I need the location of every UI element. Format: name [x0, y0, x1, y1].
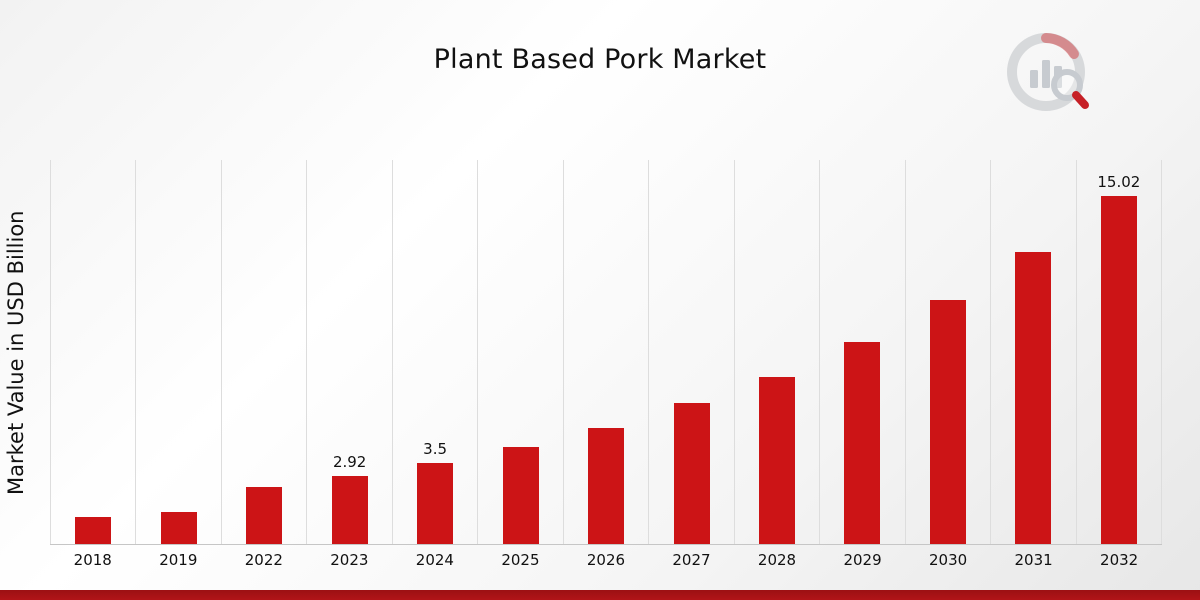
gridline-column: 3.5 — [391, 160, 477, 544]
bar-2031 — [1015, 252, 1052, 544]
gridline-column — [477, 160, 562, 544]
gridline-column: 15.02 — [1075, 160, 1163, 544]
bar-2025 — [502, 447, 539, 544]
x-tick-label-2023: 2023 — [330, 551, 369, 569]
x-tick-label-2029: 2029 — [843, 551, 882, 569]
gridline-column — [562, 160, 648, 544]
gridline-column: 2.92 — [306, 160, 391, 544]
gridline-column — [904, 160, 990, 544]
bar-2029 — [844, 342, 881, 544]
x-tick-label-2027: 2027 — [672, 551, 711, 569]
x-axis-labels: 2018 2019 2022 2023 2024 2025 2026 2027 2028 2029… — [50, 551, 1162, 569]
bar-2026 — [588, 428, 625, 544]
x-tick-label-2018: 2018 — [73, 551, 112, 569]
x-tick-label-2031: 2031 — [1014, 551, 1053, 569]
gridline-column — [819, 160, 904, 544]
x-tick-label-2019: 2019 — [159, 551, 198, 569]
plot-area: 2.92 3.5 15.02 — [50, 160, 1163, 545]
y-axis-label: Market Value in USD Billion — [4, 210, 28, 495]
bar-2019 — [160, 512, 197, 544]
bottom-accent-bar — [0, 590, 1200, 600]
gridline-column — [733, 160, 819, 544]
x-tick-label-2028: 2028 — [757, 551, 797, 569]
bar-2028 — [758, 377, 795, 544]
bar-value-label-2024: 3.5 — [423, 440, 448, 458]
chart-title: Plant Based Pork Market — [433, 44, 767, 75]
bar-2032 — [1100, 196, 1137, 544]
gridline-column — [990, 160, 1075, 544]
bar-2023 — [331, 476, 368, 544]
bar-value-label-2023: 2.92 — [332, 453, 367, 471]
gridline-column — [648, 160, 733, 544]
gridline-column — [220, 160, 306, 544]
bar-2027 — [673, 403, 710, 544]
bar-value-label-2032: 15.02 — [1097, 173, 1141, 191]
gridline-column — [135, 160, 220, 544]
x-tick-label-2022: 2022 — [244, 551, 283, 569]
bar-2018 — [75, 517, 112, 544]
bar-2022 — [246, 487, 283, 544]
x-tick-label-2032: 2032 — [1100, 551, 1139, 569]
gridline-column — [50, 160, 135, 544]
bar-2024 — [417, 463, 454, 544]
x-tick-label-2026: 2026 — [586, 551, 626, 569]
x-tick-label-2025: 2025 — [501, 551, 540, 569]
bar-2030 — [929, 300, 966, 544]
analytics-magnifier-logo-icon — [1007, 33, 1089, 111]
x-tick-label-2030: 2030 — [928, 551, 968, 569]
x-tick-label-2024: 2024 — [415, 551, 454, 569]
